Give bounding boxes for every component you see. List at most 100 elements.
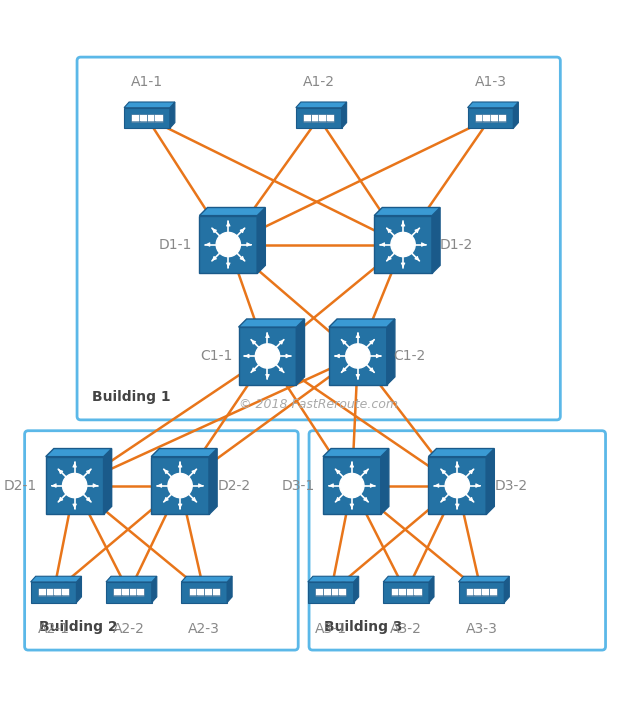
Text: Building 3: Building 3 — [324, 620, 402, 634]
Text: C1-1: C1-1 — [200, 349, 232, 363]
Polygon shape — [136, 590, 144, 596]
Polygon shape — [429, 576, 434, 602]
Polygon shape — [296, 319, 304, 385]
Polygon shape — [504, 576, 510, 602]
Polygon shape — [61, 590, 69, 596]
Polygon shape — [181, 582, 227, 602]
Text: A1-3: A1-3 — [474, 75, 507, 89]
Polygon shape — [239, 319, 304, 327]
Polygon shape — [481, 588, 489, 595]
Polygon shape — [311, 115, 319, 122]
Polygon shape — [319, 114, 327, 121]
Text: A2-3: A2-3 — [188, 622, 220, 637]
Polygon shape — [475, 114, 483, 121]
Polygon shape — [139, 114, 147, 121]
Polygon shape — [308, 576, 359, 582]
Polygon shape — [128, 590, 137, 596]
Text: A1-1: A1-1 — [131, 75, 163, 89]
Polygon shape — [188, 588, 197, 595]
Polygon shape — [330, 590, 339, 596]
Polygon shape — [406, 588, 414, 595]
Polygon shape — [498, 115, 506, 122]
Polygon shape — [181, 576, 232, 582]
Polygon shape — [391, 588, 399, 595]
Polygon shape — [329, 319, 395, 327]
Polygon shape — [323, 588, 331, 595]
Text: D3-2: D3-2 — [495, 478, 528, 493]
Polygon shape — [432, 207, 440, 273]
Polygon shape — [315, 590, 324, 596]
Polygon shape — [481, 590, 489, 596]
Polygon shape — [147, 115, 155, 122]
Polygon shape — [53, 590, 61, 596]
Polygon shape — [154, 115, 162, 122]
Polygon shape — [154, 114, 162, 121]
Polygon shape — [414, 590, 422, 596]
Polygon shape — [330, 588, 339, 595]
Text: C1-2: C1-2 — [393, 349, 425, 363]
Polygon shape — [323, 590, 331, 596]
Text: Building 1: Building 1 — [92, 390, 170, 404]
Polygon shape — [227, 576, 232, 602]
Polygon shape — [490, 115, 498, 122]
Polygon shape — [398, 588, 406, 595]
Text: © 2018 FastReroute.com: © 2018 FastReroute.com — [239, 398, 398, 411]
Polygon shape — [151, 449, 217, 456]
Polygon shape — [323, 456, 381, 515]
Polygon shape — [467, 102, 518, 108]
Polygon shape — [151, 456, 209, 515]
Polygon shape — [387, 319, 395, 385]
Circle shape — [445, 473, 469, 498]
Polygon shape — [124, 108, 170, 128]
Polygon shape — [338, 590, 347, 596]
Polygon shape — [303, 114, 311, 121]
Polygon shape — [383, 582, 429, 602]
Polygon shape — [196, 588, 205, 595]
Polygon shape — [196, 590, 205, 596]
Text: D3-1: D3-1 — [281, 478, 314, 493]
Polygon shape — [38, 588, 46, 595]
Polygon shape — [398, 590, 406, 596]
Circle shape — [168, 473, 192, 498]
Polygon shape — [482, 114, 490, 121]
Polygon shape — [474, 588, 482, 595]
Polygon shape — [391, 590, 399, 596]
Polygon shape — [308, 582, 353, 602]
Circle shape — [391, 232, 415, 256]
Polygon shape — [200, 207, 265, 216]
Polygon shape — [46, 456, 104, 515]
Polygon shape — [459, 576, 510, 582]
Polygon shape — [296, 102, 347, 108]
Polygon shape — [204, 588, 212, 595]
Polygon shape — [211, 590, 219, 596]
Text: A3-2: A3-2 — [390, 622, 422, 637]
Polygon shape — [136, 588, 144, 595]
Polygon shape — [342, 102, 347, 128]
Polygon shape — [383, 576, 434, 582]
Polygon shape — [459, 582, 504, 602]
Polygon shape — [374, 207, 440, 216]
Polygon shape — [113, 588, 122, 595]
Polygon shape — [513, 102, 518, 128]
Polygon shape — [45, 590, 54, 596]
Polygon shape — [30, 576, 81, 582]
Circle shape — [255, 344, 280, 368]
Polygon shape — [211, 588, 219, 595]
Circle shape — [216, 232, 241, 256]
Polygon shape — [257, 207, 265, 273]
Polygon shape — [121, 588, 129, 595]
Polygon shape — [76, 576, 81, 602]
Polygon shape — [466, 588, 474, 595]
Polygon shape — [204, 590, 212, 596]
Polygon shape — [121, 590, 129, 596]
Text: D1-1: D1-1 — [159, 238, 192, 251]
Text: A3-1: A3-1 — [315, 622, 347, 637]
Text: D1-2: D1-2 — [439, 238, 472, 251]
Polygon shape — [381, 449, 389, 515]
Polygon shape — [113, 590, 122, 596]
Polygon shape — [61, 588, 69, 595]
Polygon shape — [353, 576, 359, 602]
Text: A1-2: A1-2 — [303, 75, 335, 89]
Polygon shape — [490, 114, 498, 121]
Polygon shape — [296, 108, 342, 128]
